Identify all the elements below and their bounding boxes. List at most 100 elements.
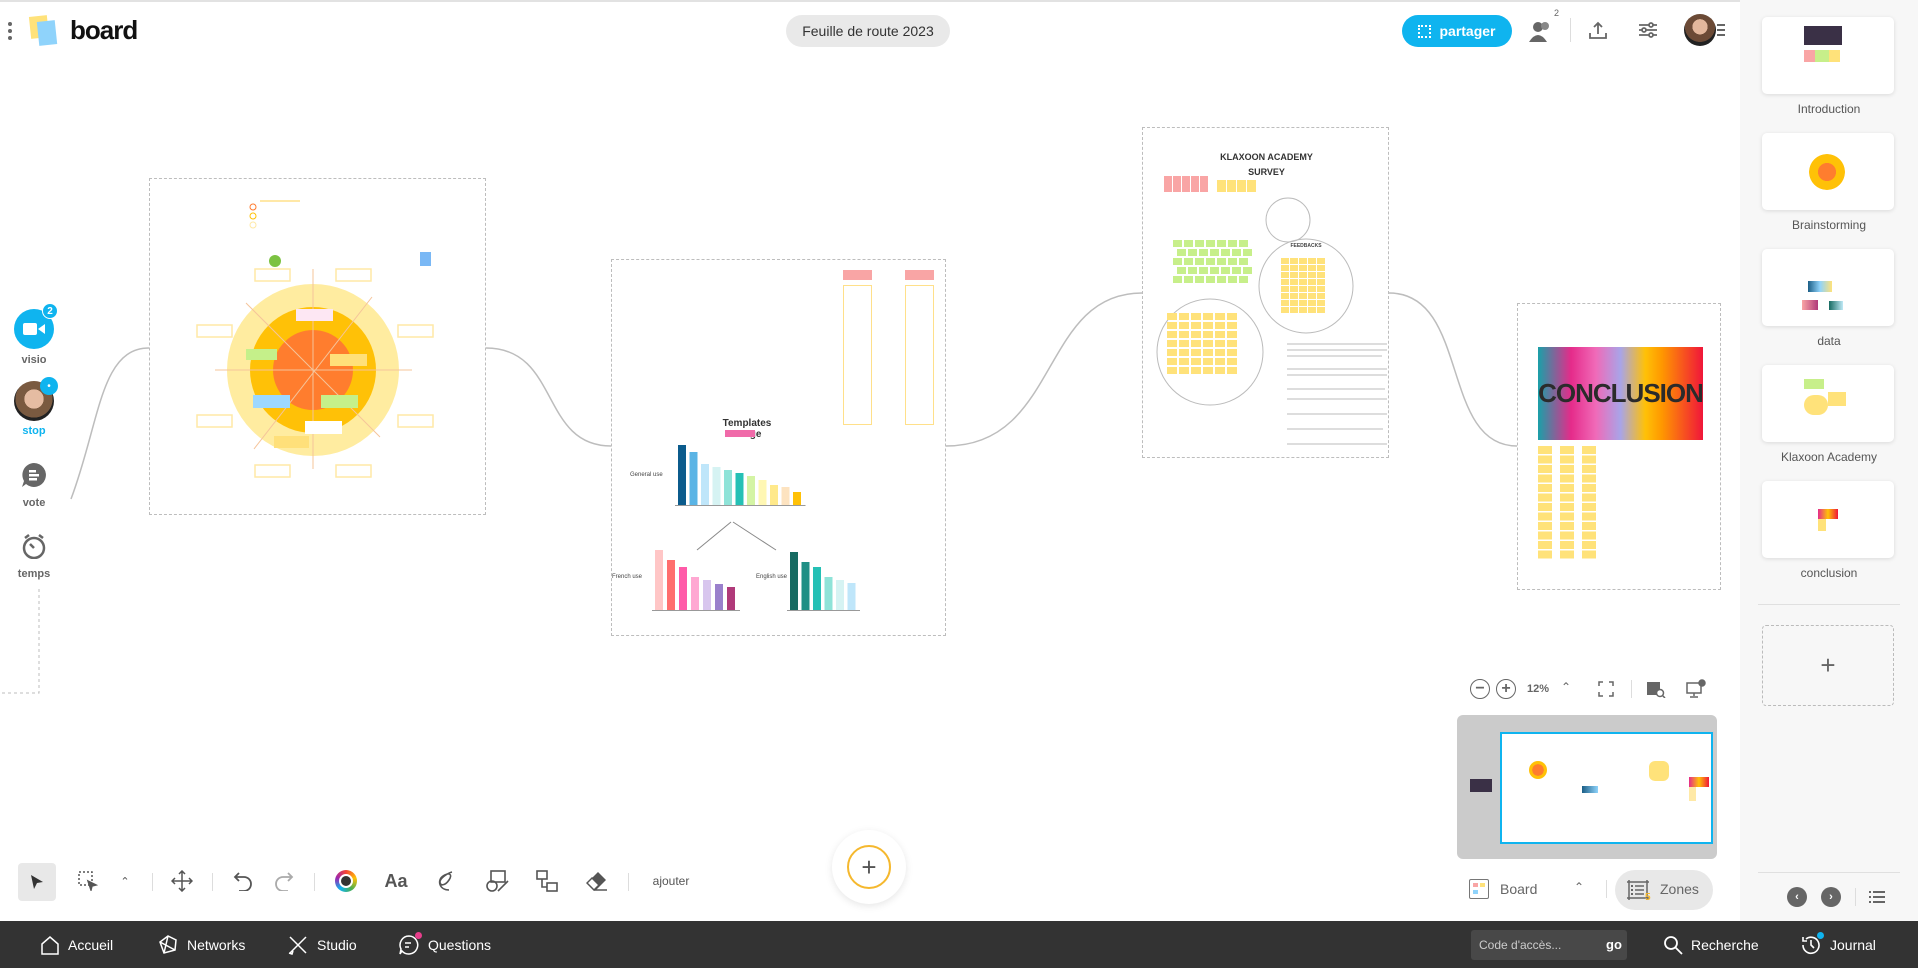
frame-data[interactable]: Templates usage General use French use E… — [611, 259, 946, 636]
bar — [678, 445, 686, 505]
draw-tool[interactable] — [433, 866, 457, 896]
zones-toggle-button[interactable]: 5 Zones — [1615, 870, 1713, 910]
qr-icon — [1418, 24, 1432, 38]
sticky-note — [1167, 322, 1177, 329]
divider — [1606, 880, 1607, 898]
sticky-note — [1582, 446, 1596, 454]
zone-label[interactable]: Introduction — [1797, 102, 1861, 116]
sticky-note — [1308, 272, 1316, 278]
file-icon — [420, 252, 431, 266]
sticky-note — [1227, 349, 1237, 356]
presentation-settings-icon[interactable] — [1685, 678, 1707, 700]
timer-icon[interactable] — [20, 532, 48, 560]
minimap[interactable] — [1457, 715, 1717, 859]
zone-thumb-klaxoon-academy[interactable] — [1762, 365, 1894, 442]
sticky-note — [1217, 258, 1226, 265]
text-tool[interactable]: Aa — [384, 870, 408, 891]
fit-screen-icon[interactable] — [1597, 680, 1615, 698]
prev-zone-button[interactable]: ‹ — [1787, 887, 1807, 907]
sticky-note — [1560, 541, 1574, 549]
app-logo[interactable]: board — [70, 15, 138, 45]
sticky-note — [1179, 331, 1189, 338]
add-zone-button[interactable]: + — [1762, 625, 1894, 706]
board-view-chevron-up-icon[interactable]: ⌃ — [1574, 880, 1585, 894]
sticky-note — [1290, 293, 1298, 299]
add-idea-fab[interactable]: + — [832, 830, 906, 904]
zone-thumb-brainstorming[interactable] — [1762, 133, 1894, 210]
board-view-icon[interactable] — [1469, 879, 1489, 899]
visio-button[interactable] — [14, 309, 54, 349]
shapes-tool[interactable] — [484, 866, 510, 896]
sticky-note — [1538, 531, 1552, 540]
zone-label[interactable]: Klaxoon Academy — [1780, 450, 1878, 464]
stop-label[interactable]: stop — [22, 425, 46, 437]
redo-button[interactable] — [272, 866, 296, 896]
participants-icon[interactable] — [1528, 16, 1554, 46]
frame-klaxoon-academy[interactable]: KLAXOON ACADEMY SURVEY FEEDBACKS — [1142, 127, 1389, 458]
next-zone-button[interactable]: › — [1821, 887, 1841, 907]
sticky-note — [1182, 176, 1190, 192]
sticky-note — [1179, 313, 1189, 320]
eraser-tool[interactable] — [585, 866, 609, 896]
zone-thumb-introduction[interactable] — [1762, 17, 1894, 94]
list-icon[interactable] — [1868, 888, 1886, 906]
board-title[interactable]: Feuille de route 2023 — [786, 15, 950, 47]
pan-tool[interactable] — [170, 866, 194, 896]
zoom-menu-chevron-up-icon[interactable]: ⌃ — [1561, 680, 1572, 694]
notification-dot — [1817, 931, 1824, 939]
user-avatar[interactable] — [1684, 14, 1716, 46]
access-code-input[interactable]: Code d'accès... go — [1471, 930, 1627, 960]
nav-home[interactable]: Accueil — [40, 921, 113, 968]
zone-thumb-conclusion[interactable] — [1762, 481, 1894, 558]
menu-dots-icon[interactable] — [6, 18, 14, 44]
sticky-note — [1281, 307, 1289, 313]
zoom-out-button[interactable]: − — [1470, 679, 1490, 699]
multi-select-tool[interactable] — [76, 866, 100, 896]
zoom-level[interactable]: 12% — [1527, 683, 1550, 695]
zone-label[interactable]: data — [1817, 334, 1841, 348]
nav-search[interactable]: Recherche — [1663, 921, 1759, 968]
user-menu-icon[interactable] — [1716, 20, 1726, 40]
sticky-note — [1227, 358, 1237, 365]
export-icon[interactable] — [1586, 18, 1610, 42]
board-view-label[interactable]: Board — [1500, 881, 1538, 897]
zone-label[interactable]: Brainstorming — [1791, 218, 1867, 232]
add-content-button[interactable]: ajouter — [652, 874, 690, 888]
zone-thumb-data[interactable] — [1762, 249, 1894, 326]
sticky-note — [1299, 272, 1307, 278]
temps-label: temps — [17, 568, 51, 580]
frame-brainstorming[interactable] — [149, 178, 486, 515]
connector — [945, 292, 1143, 447]
zone-label[interactable]: conclusion — [1800, 566, 1858, 580]
sticky-note — [1184, 240, 1193, 247]
board-logo-icon — [28, 15, 60, 46]
sticky-note — [1317, 293, 1325, 299]
connector-tool[interactable] — [535, 866, 559, 896]
undo-button[interactable] — [231, 866, 255, 896]
divider — [1758, 604, 1900, 605]
nav-networks[interactable]: Networks — [157, 921, 245, 968]
sticky-note — [1173, 258, 1182, 265]
zoom-in-button[interactable]: + — [1496, 679, 1516, 699]
vote-icon[interactable] — [20, 461, 48, 489]
settings-sliders-icon[interactable] — [1636, 18, 1660, 42]
nav-questions[interactable]: Questions — [398, 921, 491, 968]
search-zones-icon[interactable] — [1645, 679, 1667, 699]
go-button[interactable]: go — [1606, 937, 1622, 952]
sticky-note — [1299, 307, 1307, 313]
select-options-chevron-up-icon[interactable]: ⌃ — [120, 875, 130, 888]
sticky-note — [1191, 176, 1199, 192]
bar — [836, 580, 844, 610]
color-picker-button[interactable] — [334, 866, 358, 896]
board-canvas[interactable]: Templates usage General use French use E… — [0, 0, 1740, 921]
select-tool-button[interactable] — [18, 863, 56, 901]
sticky-note — [1582, 541, 1596, 549]
sticky-note — [1247, 180, 1256, 192]
frame-conclusion[interactable]: CONCLUSION — [1517, 303, 1721, 590]
share-button[interactable]: partager — [1402, 15, 1512, 47]
sticky-note — [1215, 358, 1225, 365]
minimap-viewport[interactable] — [1500, 732, 1713, 844]
nav-journal[interactable]: Journal — [1800, 921, 1876, 968]
nav-studio[interactable]: Studio — [287, 921, 357, 968]
axis — [675, 505, 806, 506]
